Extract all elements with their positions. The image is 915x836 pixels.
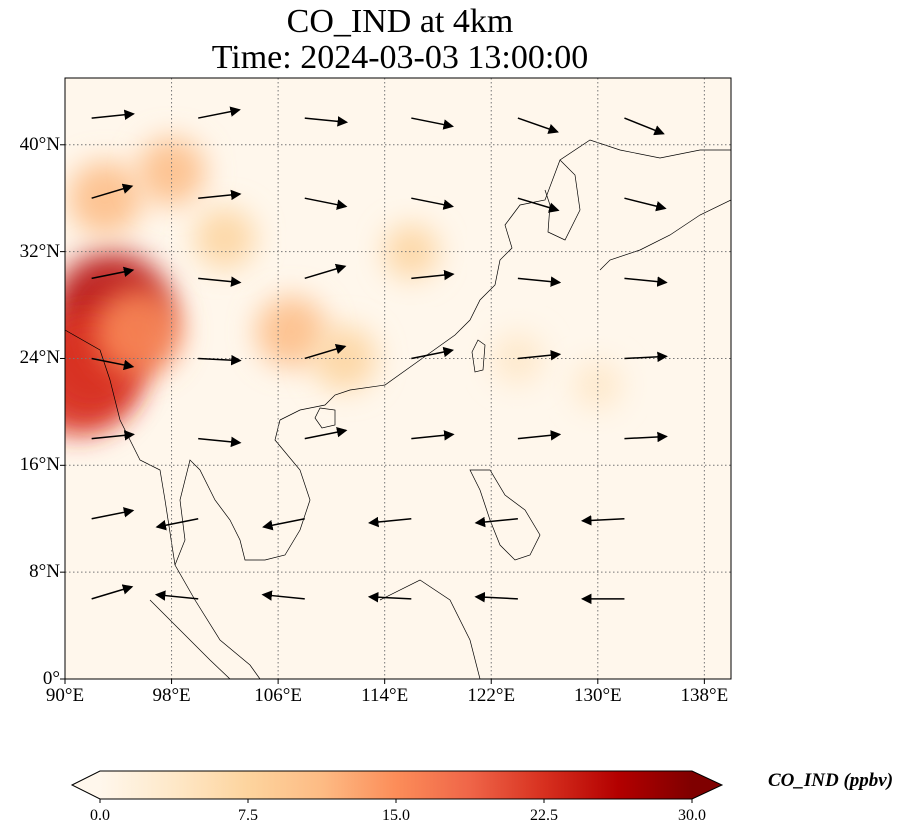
wind-vector-32 [262, 517, 305, 531]
wind-vector-11 [624, 197, 667, 212]
wind-vector-14 [304, 263, 347, 280]
wind-vector-4 [517, 117, 559, 134]
wind-vector-29 [624, 431, 668, 443]
wind-vector-7 [198, 189, 242, 201]
lon-label-2: 106°E [254, 685, 302, 706]
wind-vector-40 [474, 591, 518, 603]
coastline-borneo [379, 579, 481, 679]
coastline-hainan [314, 407, 336, 429]
chart-time: Time: 2024-03-03 13:00:00 [211, 39, 589, 76]
lon-label-0: 90°E [45, 685, 85, 706]
lat-label-4: 32°N [19, 240, 60, 262]
lat-label-3: 24°N [19, 347, 60, 369]
colorbar-extend-min [72, 771, 100, 799]
lon-label-1: 98°E [152, 685, 191, 706]
wind-vector-38 [261, 590, 305, 601]
wind-vector-3 [411, 117, 454, 130]
colorbar-label: CO_IND (ppbv) [768, 770, 894, 791]
wind-vector-8 [304, 197, 348, 210]
wind-vector-27 [411, 430, 455, 441]
concentration-region-9 [383, 224, 439, 280]
lat-label-1: 8°N [29, 561, 60, 583]
wind-vector-36 [91, 584, 134, 600]
wind-vector-20 [304, 343, 347, 360]
colorbar-tick-label-2: 15.0 [382, 807, 410, 824]
wind-vector-19 [198, 354, 242, 366]
concentration-region-7 [312, 326, 378, 391]
coastline-indochina [174, 419, 311, 679]
wind-vector-12 [91, 266, 135, 280]
wind-vector-39 [367, 591, 412, 603]
wind-vector-21 [411, 346, 454, 360]
concentration-region-3 [94, 288, 182, 376]
wind-vector-30 [91, 507, 135, 520]
wind-vector-37 [154, 590, 199, 601]
wind-vector-34 [474, 516, 518, 528]
coastline-taiwan [471, 339, 486, 373]
wind-vector-25 [198, 436, 242, 448]
wind-vector-9 [411, 197, 454, 210]
concentration-region-8 [194, 207, 256, 270]
wind-vector-33 [368, 516, 412, 528]
colorbar-ticks [99, 799, 693, 803]
lat-label-2: 16°N [19, 454, 60, 476]
gridlines [64, 78, 731, 680]
coastline-sumatra [149, 599, 231, 679]
wind-vector-22 [517, 349, 562, 361]
wind-vector-24 [91, 430, 135, 441]
wind-vector-0 [91, 109, 135, 121]
wind-vector-31 [155, 517, 199, 531]
wind-vector-35 [580, 515, 625, 526]
wind-vector-15 [411, 269, 455, 281]
chart-title: CO_IND at 4km [286, 3, 514, 40]
coastline-japan [599, 199, 731, 271]
coastline-philippines [469, 469, 541, 561]
wind-vector-13 [198, 276, 242, 287]
lat-label-0: 0° [42, 668, 60, 689]
concentration-region-4 [67, 161, 143, 236]
wind-vector-17 [624, 276, 668, 287]
colorbar-tick-label-4: 30.0 [678, 807, 706, 824]
wind-vectors [91, 106, 668, 605]
concentration-region-11 [573, 360, 623, 410]
colorbar-tick-label-1: 7.5 [238, 807, 258, 824]
wind-vector-2 [304, 116, 349, 127]
colorbar-tick-label-3: 22.5 [530, 807, 558, 824]
colorbar-gradient [100, 771, 692, 799]
lon-label-6: 138°E [680, 685, 729, 706]
wind-vector-1 [198, 106, 241, 119]
wind-vector-5 [624, 117, 665, 136]
wind-vector-26 [304, 426, 348, 440]
concentration-region-6 [255, 296, 328, 368]
lat-label-5: 40°N [19, 133, 60, 155]
wind-vector-10 [517, 197, 560, 213]
wind-vector-28 [517, 430, 562, 441]
lon-label-4: 122°E [467, 685, 516, 706]
map-frame [64, 77, 732, 680]
wind-vector-6 [91, 183, 134, 199]
colorbar-extend-max [692, 771, 722, 799]
lon-label-3: 114°E [361, 685, 409, 706]
axis-ticks [60, 144, 705, 684]
lon-label-5: 130°E [573, 685, 622, 706]
wind-vector-18 [91, 357, 135, 371]
colorbar-tick-label-0: 0.0 [90, 807, 110, 824]
wind-vector-16 [517, 276, 562, 287]
wind-vector-23 [624, 351, 668, 363]
